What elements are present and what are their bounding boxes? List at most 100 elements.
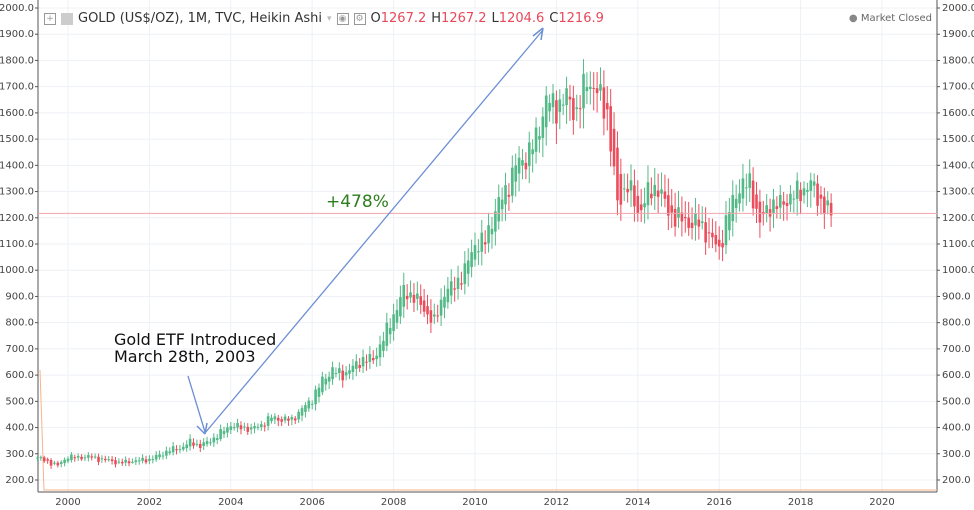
- candle-body: [300, 408, 304, 416]
- percent-gain-annotation: +478%: [326, 192, 389, 212]
- candle-body: [466, 260, 470, 274]
- candle-body: [263, 425, 267, 427]
- y-tick-right: 600.0: [942, 370, 971, 381]
- candle-body: [531, 149, 534, 155]
- candle-body: [589, 86, 592, 90]
- candle-body: [97, 456, 100, 462]
- candle-body: [436, 315, 439, 317]
- flag-icon[interactable]: [61, 12, 73, 25]
- y-tick-right: 1500.0: [942, 134, 974, 145]
- candle-body: [70, 454, 73, 461]
- dropdown-chevron-icon[interactable]: ▾: [327, 13, 332, 24]
- candle-body: [453, 288, 456, 290]
- candle-body: [734, 198, 738, 209]
- candle-body: [829, 202, 833, 216]
- candle-body: [144, 459, 148, 463]
- y-tick-right: 300.0: [942, 449, 971, 460]
- candle-body: [141, 457, 144, 461]
- candle-body: [402, 284, 406, 307]
- candle-body: [232, 427, 236, 429]
- candle-body: [517, 157, 521, 174]
- candle-body: [823, 196, 826, 215]
- candle-body: [416, 293, 419, 299]
- x-tick: 2012: [544, 497, 569, 508]
- candle-body: [758, 201, 762, 223]
- candle-body: [127, 461, 131, 464]
- high-label: H: [431, 11, 442, 26]
- x-tick: 2014: [625, 497, 650, 508]
- growth-arrow: [204, 29, 544, 434]
- candle-body: [534, 127, 538, 152]
- y-tick-left: 500.0: [5, 396, 34, 407]
- candle-body: [256, 426, 260, 428]
- y-tick-right: 1000.0: [942, 265, 974, 276]
- candle-body: [270, 417, 273, 422]
- candle-body: [219, 429, 222, 440]
- y-tick-right: 1800.0: [942, 55, 974, 66]
- candle-body: [511, 167, 514, 196]
- candle-body: [622, 188, 626, 190]
- candle-body: [711, 232, 714, 238]
- candle-body: [375, 355, 378, 360]
- candle-body: [317, 387, 321, 397]
- candle-body: [42, 457, 46, 462]
- candle-body: [592, 87, 596, 89]
- candle-body: [405, 295, 409, 300]
- y-tick-left: 800.0: [5, 318, 34, 329]
- candle-body: [168, 451, 172, 454]
- candle-body: [314, 389, 317, 405]
- x-tick: 2000: [55, 497, 80, 508]
- candle-body: [561, 104, 565, 106]
- candle-body: [151, 459, 155, 461]
- y-tick-right: 1700.0: [942, 82, 974, 93]
- candle-body: [56, 462, 60, 466]
- candle-body: [778, 194, 782, 208]
- candle-body: [497, 197, 501, 222]
- settings-icon[interactable]: ⚙: [353, 12, 366, 25]
- symbol-title[interactable]: GOLD (US$/OZ), 1M, TVC, Heikin Ashi: [78, 11, 322, 26]
- candle-body: [524, 162, 528, 170]
- y-tick-right: 500.0: [942, 396, 971, 407]
- y-tick-right: 800.0: [942, 318, 971, 329]
- candle-body: [354, 361, 358, 369]
- candle-body: [49, 459, 53, 466]
- candle-body: [809, 180, 813, 191]
- x-tick: 2008: [381, 497, 406, 508]
- candle-body: [578, 108, 582, 110]
- candle-body: [785, 202, 789, 207]
- y-tick-right: 2000.0: [942, 3, 974, 14]
- candle-body: [246, 426, 250, 432]
- market-status-text: Market Closed: [860, 13, 932, 24]
- candle-body: [395, 310, 399, 323]
- y-tick-left: 1100.0: [0, 239, 34, 250]
- open-value: 1267.2: [380, 11, 427, 26]
- candle-body: [639, 204, 643, 211]
- candle-body: [599, 84, 602, 91]
- candle-body: [39, 457, 43, 459]
- candle-body: [87, 455, 90, 458]
- candle-body: [412, 294, 416, 303]
- y-tick-left: 900.0: [5, 291, 34, 302]
- candle-body: [120, 461, 124, 464]
- candle-body: [714, 235, 718, 245]
- expand-icon[interactable]: +: [44, 12, 56, 25]
- candle-body: [429, 310, 433, 323]
- candle-body: [565, 88, 568, 106]
- candle-body: [114, 460, 117, 465]
- candle-body: [626, 188, 629, 193]
- candle-body: [683, 216, 687, 219]
- candle-body: [687, 217, 690, 228]
- candle-body: [165, 450, 168, 456]
- candle-body: [650, 193, 653, 199]
- candle-body: [605, 103, 609, 110]
- y-tick-left: 300.0: [5, 449, 34, 460]
- candle-body: [789, 193, 792, 205]
- candle-body: [171, 446, 175, 453]
- candle-body: [365, 361, 368, 363]
- y-tick-right: 400.0: [942, 423, 971, 434]
- eye-icon[interactable]: ◉: [336, 12, 349, 25]
- candle-body: [419, 296, 423, 305]
- candle-body: [575, 107, 579, 110]
